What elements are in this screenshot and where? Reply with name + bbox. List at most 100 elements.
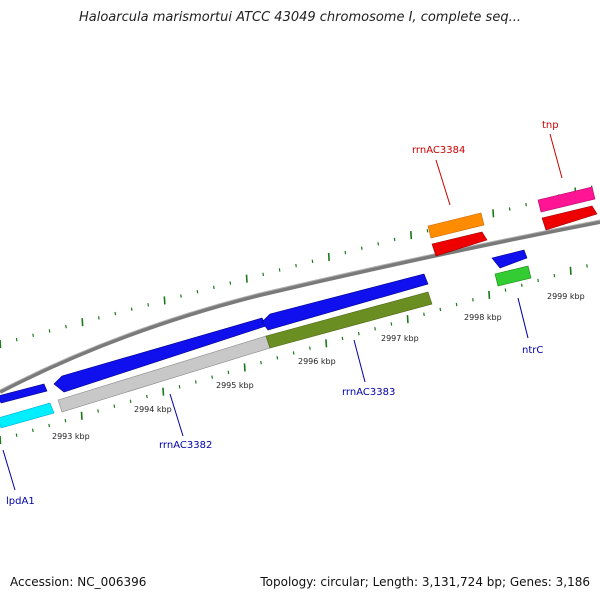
minor-tick [114, 311, 117, 316]
minor-tick [390, 322, 393, 326]
minor-tick [344, 250, 347, 255]
gene-arrow-icon [265, 291, 433, 349]
leader-rrnAC3382 [169, 393, 184, 437]
minor-tick [15, 337, 18, 342]
minor-tick [278, 268, 281, 272]
feature-lpdA1[interactable] [0, 383, 55, 429]
minor-tick [295, 263, 297, 268]
leader-ntrC [517, 297, 529, 339]
minor-tick [211, 375, 213, 379]
minor-tick [520, 283, 523, 287]
minor-tick [439, 307, 442, 312]
major-tick [327, 252, 330, 261]
label-rrnAC3383[interactable]: rrnAC3383 [342, 387, 395, 398]
gene-arrow-icon [541, 205, 598, 231]
minor-tick [65, 324, 67, 329]
minor-tick [178, 385, 181, 389]
minor-tick [227, 370, 230, 375]
minor-tick [194, 380, 197, 384]
minor-tick [537, 278, 539, 283]
minor-tick [374, 327, 376, 331]
major-tick [81, 318, 84, 327]
minor-tick [309, 346, 311, 350]
major-tick [162, 387, 165, 396]
scale-label: 2998 kbp [464, 313, 502, 322]
minor-tick [426, 229, 429, 233]
minor-tick [504, 288, 507, 292]
minor-tick [508, 207, 511, 211]
major-tick [410, 231, 413, 240]
map-title: Haloarcula marismortui ATCC 43049 chromo… [79, 10, 521, 25]
scale-label: 2997 kbp [381, 334, 419, 343]
minor-tick [455, 302, 458, 307]
major-tick [163, 296, 166, 305]
major-tick [492, 209, 495, 218]
gene-arrow-icon [431, 231, 488, 257]
minor-tick [586, 264, 588, 268]
major-tick [80, 411, 83, 420]
minor-tick [360, 246, 363, 250]
label-lpdA1[interactable]: lpdA1 [6, 496, 35, 507]
tick-marks [0, 185, 593, 445]
gene-arrow-icon [494, 265, 532, 287]
major-tick [0, 339, 2, 349]
topology-summary-text: Topology: circular; Length: 3,131,724 bp… [260, 575, 590, 589]
minor-tick [129, 399, 132, 404]
gene-arrow-icon [0, 402, 55, 429]
minor-tick [146, 394, 148, 399]
minor-tick [423, 312, 425, 316]
minor-tick [48, 423, 50, 428]
minor-tick [130, 307, 133, 311]
minor-tick [262, 272, 265, 277]
feature-rrnAC3383[interactable] [261, 273, 433, 349]
label-rrnAC3382[interactable]: rrnAC3382 [159, 440, 212, 451]
major-tick [569, 266, 572, 275]
minor-tick [196, 290, 199, 294]
major-tick [488, 290, 491, 299]
minor-tick [525, 202, 527, 207]
minor-tick [357, 331, 360, 336]
major-tick [243, 363, 246, 372]
major-tick [245, 274, 248, 283]
major-tick [325, 339, 328, 348]
accession-text: Accession: NC_006396 [10, 575, 147, 589]
gene-arrow-icon [537, 186, 596, 213]
feature-rrnAC3382[interactable] [53, 317, 271, 413]
minor-tick [472, 298, 474, 302]
feature-ntrC[interactable] [491, 249, 532, 287]
gene-arrow-icon [491, 249, 528, 269]
minor-tick [377, 242, 380, 246]
minor-tick [32, 428, 34, 433]
minor-tick [48, 329, 51, 333]
minor-tick [98, 316, 100, 320]
gene-arrow-icon [427, 212, 485, 239]
minor-tick [553, 273, 556, 278]
gene-arrow-icon [0, 383, 48, 404]
minor-tick [311, 259, 314, 263]
gene-arrow-icon [261, 273, 429, 331]
minor-tick [393, 237, 396, 242]
minor-tick [260, 360, 262, 365]
leader-lpdA1 [2, 449, 16, 491]
minor-tick [64, 418, 67, 423]
feature-rrnAC3384[interactable] [427, 212, 488, 257]
minor-tick [113, 404, 116, 408]
feature-tnp[interactable] [537, 186, 598, 231]
scale-label: 2994 kbp [134, 405, 172, 414]
minor-tick [180, 294, 182, 298]
minor-tick [32, 333, 34, 337]
leader-rrnAC3384 [435, 159, 451, 206]
minor-tick [341, 336, 344, 341]
leader-rrnAC3383 [353, 339, 366, 383]
minor-tick [97, 409, 99, 413]
minor-tick [15, 433, 18, 437]
label-rrnAC3384[interactable]: rrnAC3384 [412, 145, 465, 156]
label-ntrC[interactable]: ntrC [522, 345, 543, 356]
major-tick [0, 435, 2, 445]
minor-tick [213, 285, 215, 290]
scale-label: 2993 kbp [52, 432, 90, 441]
label-tnp[interactable]: tnp [542, 120, 559, 131]
major-tick [406, 315, 409, 324]
scale-label: 2999 kbp [547, 292, 585, 301]
